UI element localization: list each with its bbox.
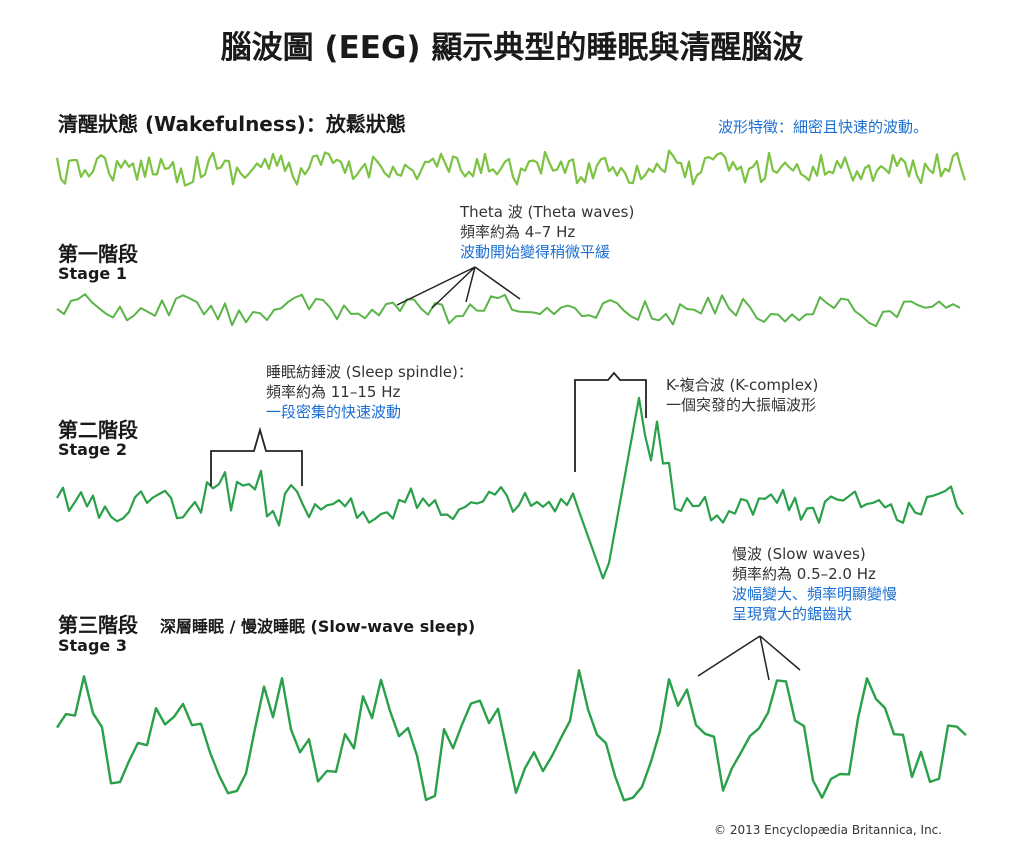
slow-wave-note-description-2: 呈現寬大的鋸齒狀 (732, 605, 853, 623)
wake-title: 清醒狀態 (Wakefulness)：放鬆狀態 (58, 112, 406, 136)
page-title: 腦波圖 (EEG) 顯示典型的睡眠與清醒腦波 (220, 30, 804, 66)
stage1-waveform (56, 293, 961, 328)
stage2-subtitle: Stage 2 (58, 440, 127, 459)
spindle-note-name: 睡眠紡錘波 (Sleep spindle)： (266, 363, 473, 381)
theta-note-name: Theta 波 (Theta waves) (460, 203, 635, 221)
theta-note: Theta 波 (Theta waves) 頻率約為 4–7 Hz 波動開始變得… (460, 202, 634, 262)
slow-wave-note-description-1: 波幅變大、頻率明顯變慢 (732, 585, 898, 603)
slow-wave-note-name: 慢波 (Slow waves) (732, 545, 866, 563)
spindle-note-description: 一段密集的快速波動 (266, 403, 402, 421)
stage3-subtitle: Stage 3 (58, 636, 127, 655)
wake-feature-note: 波形特徵：細密且快速的波動。 (718, 118, 929, 136)
k-complex-note-name: K-複合波 (K-complex) (666, 376, 819, 394)
spindle-bracket (210, 426, 303, 486)
stage3-waveform (56, 669, 967, 802)
k-complex-bracket (574, 371, 647, 472)
spindle-note-frequency: 頻率約為 11–15 Hz (266, 383, 401, 401)
slow-wave-pointer-lines (697, 635, 801, 681)
stage3-title-extra: 深層睡眠 / 慢波睡眠 (Slow-wave sleep) (160, 617, 476, 636)
stage1-subtitle: Stage 1 (58, 264, 127, 283)
slow-wave-note-frequency: 頻率約為 0.5–2.0 Hz (732, 565, 876, 583)
stage1-title: 第一階段 (58, 242, 138, 266)
k-complex-note: K-複合波 (K-complex) 一個突發的大振幅波形 (666, 375, 818, 415)
wakefulness-waveform (55, 149, 967, 187)
stage2-title: 第二階段 (58, 418, 138, 442)
stage3-title: 第三階段 (58, 613, 138, 637)
k-complex-note-description: 一個突發的大振幅波形 (666, 396, 817, 414)
theta-pointer-lines (396, 266, 521, 309)
slow-wave-note: 慢波 (Slow waves) 頻率約為 0.5–2.0 Hz 波幅變大、頻率明… (732, 544, 897, 624)
copyright-notice: © 2013 Encyclopædia Britannica, Inc. (714, 823, 943, 837)
stage2-waveform (56, 396, 964, 580)
theta-note-frequency: 頻率約為 4–7 Hz (460, 223, 576, 241)
theta-note-description: 波動開始變得稍微平緩 (460, 243, 611, 261)
spindle-note: 睡眠紡錘波 (Sleep spindle)： 頻率約為 11–15 Hz 一段密… (266, 362, 473, 422)
